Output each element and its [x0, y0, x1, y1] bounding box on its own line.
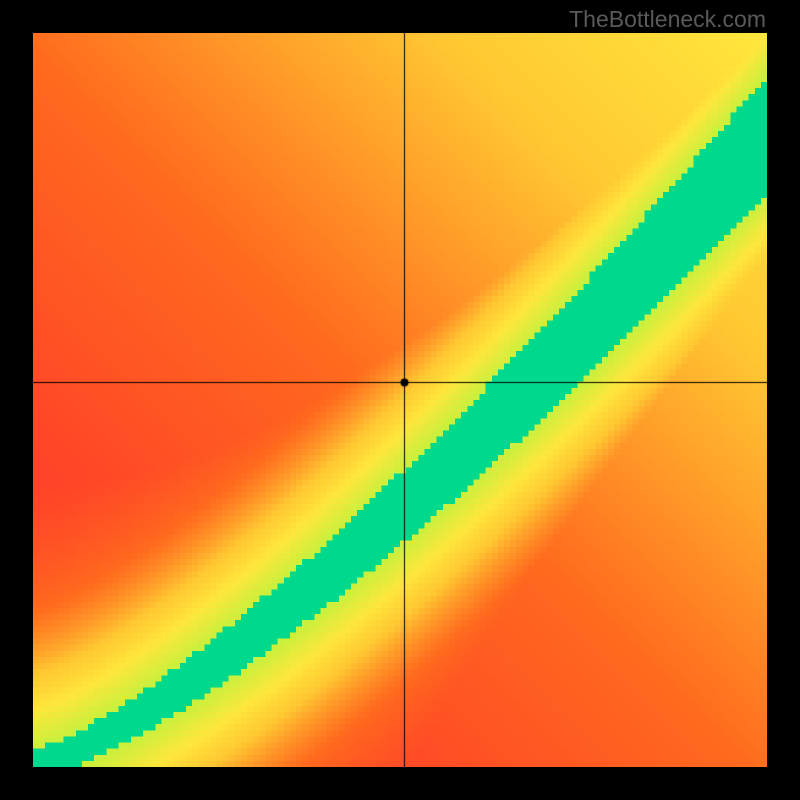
watermark-text: TheBottleneck.com: [569, 6, 766, 33]
chart-container: TheBottleneck.com: [0, 0, 800, 800]
bottleneck-heatmap: [33, 33, 767, 767]
